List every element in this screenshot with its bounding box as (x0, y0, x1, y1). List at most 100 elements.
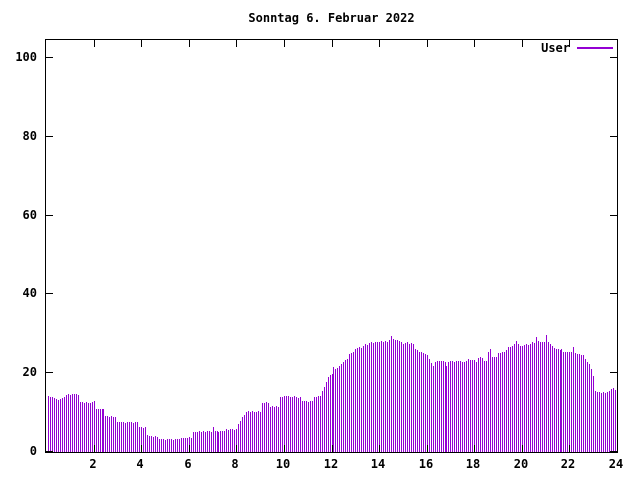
bar (605, 393, 606, 452)
bar (290, 397, 291, 452)
bar (371, 342, 372, 452)
bar (115, 417, 116, 452)
bar (153, 437, 154, 452)
chart-title: Sonntag 6. Februar 2022 (248, 11, 415, 25)
bar (375, 342, 376, 452)
bar (141, 427, 142, 452)
bar (177, 439, 178, 452)
bar (131, 422, 132, 452)
bar (556, 349, 557, 452)
bar (296, 397, 297, 452)
bar (341, 364, 342, 452)
x-tick-label: 12 (323, 457, 339, 471)
bar (401, 342, 402, 452)
bar (550, 344, 551, 452)
bar (123, 422, 124, 452)
bar (460, 361, 461, 452)
x-tick-label: 22 (560, 457, 576, 471)
bar (218, 432, 219, 452)
x-tick-bottom (427, 445, 428, 452)
x-tick-top (474, 40, 475, 47)
bar (538, 341, 539, 452)
bar (514, 344, 515, 452)
bar (326, 382, 327, 452)
bar (508, 347, 509, 452)
bar (607, 392, 608, 452)
bar (92, 402, 93, 452)
x-tick-bottom (474, 445, 475, 452)
bar (522, 346, 523, 452)
bar (345, 360, 346, 452)
bar (139, 427, 140, 452)
bar (86, 402, 87, 452)
bar (119, 422, 120, 452)
bar (175, 439, 176, 452)
bar (391, 336, 392, 452)
bar (425, 354, 426, 452)
bar (411, 343, 412, 452)
bar (84, 403, 85, 452)
bar (601, 393, 602, 452)
bar (159, 439, 160, 452)
bar (242, 417, 243, 452)
bar (343, 362, 344, 452)
bar (133, 423, 134, 452)
bar (567, 352, 568, 452)
bar (320, 396, 321, 452)
bar (595, 391, 596, 452)
bar (454, 362, 455, 452)
x-tick-top (569, 40, 570, 47)
bar (565, 352, 566, 452)
bar (276, 406, 277, 452)
bar (314, 397, 315, 452)
bar (472, 360, 473, 452)
bar (367, 345, 368, 452)
bar (403, 344, 404, 452)
bar (526, 344, 527, 452)
bar (328, 377, 329, 452)
x-tick-top (379, 40, 380, 47)
y-tick-right (610, 215, 617, 216)
bar (68, 394, 69, 452)
bar (510, 347, 511, 452)
x-tick-label: 18 (465, 457, 481, 471)
x-tick-top (94, 40, 95, 47)
x-tick-top (427, 40, 428, 47)
bar (423, 353, 424, 452)
bar (282, 397, 283, 452)
bar (76, 394, 77, 452)
bar (185, 438, 186, 452)
bar (534, 343, 535, 452)
bar (381, 341, 382, 452)
bar (183, 438, 184, 452)
bar (209, 431, 210, 452)
bar (468, 359, 469, 452)
bar (298, 398, 299, 452)
bar (476, 362, 477, 452)
bar (486, 361, 487, 452)
bar (427, 355, 428, 452)
bar (250, 412, 251, 452)
bar (199, 431, 200, 452)
bar (490, 349, 491, 452)
x-tick-bottom (379, 445, 380, 452)
bar (397, 340, 398, 452)
bar (591, 369, 592, 452)
bar (312, 401, 313, 452)
x-tick-bottom (236, 445, 237, 452)
bar (593, 376, 594, 452)
bar (452, 361, 453, 452)
bar (353, 352, 354, 452)
bar (157, 437, 158, 452)
bar (215, 431, 216, 452)
bar (137, 422, 138, 452)
x-tick-bottom (569, 445, 570, 452)
legend-line-sample (577, 46, 613, 49)
bar (448, 362, 449, 452)
x-tick-label: 20 (513, 457, 529, 471)
bar (98, 409, 99, 452)
bar (530, 344, 531, 452)
y-tick-right (610, 451, 617, 452)
bar (151, 436, 152, 452)
bar (173, 440, 174, 452)
